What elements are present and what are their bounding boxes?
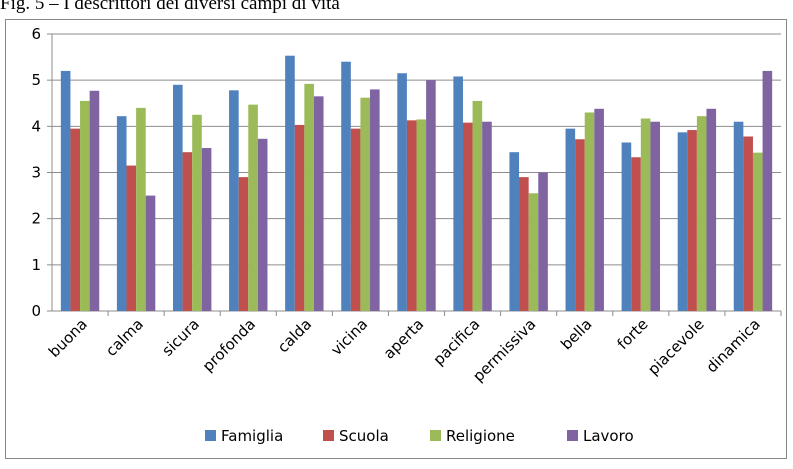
x-tick-label: dinamica bbox=[703, 315, 764, 376]
bar bbox=[136, 107, 146, 311]
bar bbox=[70, 128, 81, 311]
bar bbox=[696, 116, 707, 311]
legend-swatch bbox=[205, 430, 216, 441]
bar bbox=[575, 139, 585, 311]
y-tick-label: 1 bbox=[31, 256, 41, 274]
bar bbox=[453, 76, 463, 312]
y-tick-label: 0 bbox=[31, 302, 41, 320]
x-tick-label: forte bbox=[614, 315, 652, 353]
bar bbox=[621, 142, 632, 311]
bar bbox=[687, 130, 697, 311]
bar bbox=[677, 132, 688, 311]
x-tick-label: calda bbox=[274, 315, 315, 356]
bar bbox=[594, 108, 604, 311]
bar bbox=[238, 177, 249, 311]
bar bbox=[60, 70, 71, 311]
bar bbox=[416, 119, 427, 312]
legend-swatch bbox=[430, 430, 441, 441]
bar bbox=[640, 118, 651, 311]
x-tick-label: calma bbox=[102, 315, 147, 360]
bar bbox=[472, 100, 483, 311]
bar bbox=[565, 128, 576, 311]
bar bbox=[80, 100, 90, 311]
bar bbox=[294, 124, 305, 311]
legend-label: Scuola bbox=[339, 427, 389, 445]
bar bbox=[752, 152, 763, 311]
bar bbox=[706, 108, 717, 311]
y-tick-label: 6 bbox=[31, 25, 41, 43]
bar bbox=[350, 128, 361, 311]
y-tick-label: 3 bbox=[31, 164, 41, 182]
bar bbox=[538, 172, 548, 311]
legend-label: Religione bbox=[446, 427, 515, 445]
x-tick-label: sicura bbox=[158, 315, 203, 360]
bar bbox=[304, 83, 314, 311]
bar bbox=[116, 116, 127, 311]
bar bbox=[201, 148, 212, 311]
x-tick-label: pacifica bbox=[430, 315, 484, 369]
x-tick-label: aperta bbox=[380, 315, 428, 363]
x-tick-label: profonda bbox=[199, 315, 259, 375]
bar bbox=[341, 61, 351, 312]
bar bbox=[229, 90, 239, 311]
bar bbox=[172, 84, 183, 312]
bar bbox=[397, 73, 407, 311]
x-tick-label: vicina bbox=[327, 315, 371, 359]
bar bbox=[192, 114, 202, 312]
bar bbox=[406, 120, 417, 311]
bar bbox=[126, 165, 137, 311]
bar bbox=[145, 195, 156, 311]
bar bbox=[370, 89, 380, 312]
bar bbox=[762, 70, 773, 311]
figure-caption: Fig. 5 – I descrittori dei diversi campi… bbox=[0, 0, 340, 14]
x-tick-label: bella bbox=[557, 315, 595, 353]
bar bbox=[248, 104, 258, 311]
bar bbox=[313, 96, 324, 311]
legend-label: Famiglia bbox=[221, 427, 283, 445]
bar bbox=[528, 193, 539, 311]
bar bbox=[509, 152, 520, 311]
bar bbox=[733, 121, 744, 311]
bar bbox=[360, 97, 371, 312]
bar bbox=[285, 55, 295, 311]
y-tick-label: 4 bbox=[31, 117, 41, 135]
x-tick-label: buona bbox=[45, 315, 91, 361]
bar bbox=[584, 112, 595, 311]
bar bbox=[89, 90, 100, 311]
y-tick-label: 2 bbox=[31, 210, 41, 228]
legend-swatch bbox=[567, 430, 578, 441]
bar bbox=[182, 152, 193, 311]
legend-swatch bbox=[323, 430, 334, 441]
bar bbox=[462, 122, 473, 311]
bar bbox=[650, 121, 661, 311]
bar bbox=[743, 136, 753, 311]
legend-label: Lavoro bbox=[583, 427, 634, 445]
y-tick-label: 5 bbox=[31, 71, 41, 89]
bar bbox=[631, 157, 641, 311]
bar bbox=[519, 177, 529, 311]
bar bbox=[482, 121, 492, 311]
x-tick-label: piacevole bbox=[644, 315, 708, 379]
bar bbox=[257, 138, 268, 311]
bar bbox=[426, 80, 436, 312]
